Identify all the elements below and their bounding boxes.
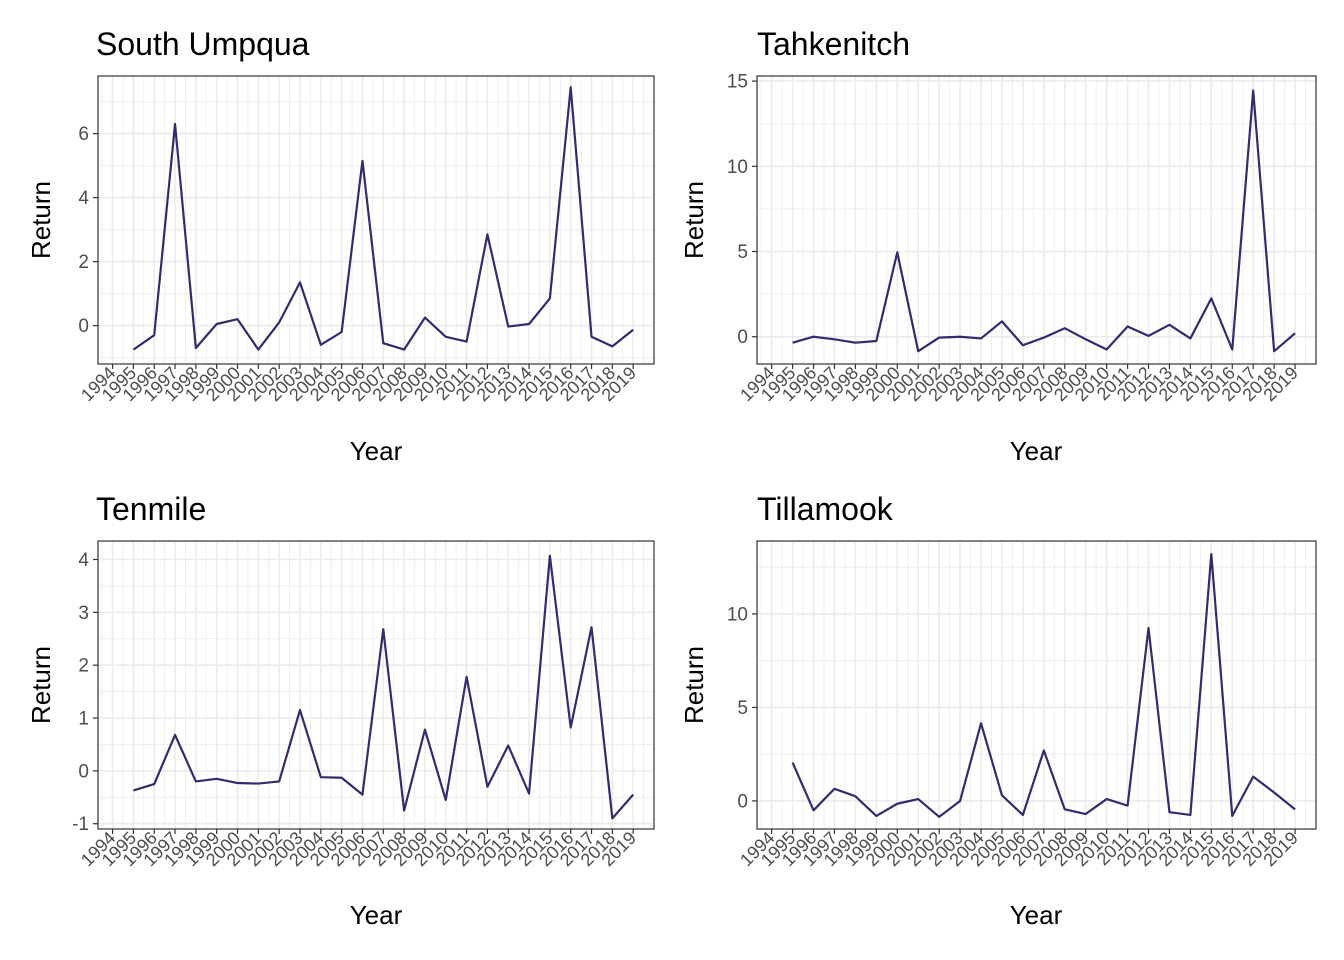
- y-tick-label: 6: [78, 124, 89, 145]
- grid: [757, 76, 1316, 364]
- panel-border: [97, 75, 655, 365]
- y-tick-label: 0: [737, 791, 748, 812]
- chart-title: Tillamook: [757, 491, 894, 527]
- chart-title: Tenmile: [96, 491, 206, 527]
- series-line: [132, 86, 634, 351]
- panel-border: [756, 540, 1317, 830]
- x-axis-title: Year: [1010, 436, 1063, 466]
- chart-panel-3: -101234199419951996199719981999200020012…: [26, 491, 655, 930]
- y-tick-label: 15: [727, 72, 748, 93]
- y-tick-label: 1: [78, 709, 89, 730]
- series-line: [792, 89, 1296, 353]
- panel-border: [97, 540, 655, 830]
- y-tick-label: 2: [78, 656, 89, 677]
- y-axis-title: Return: [26, 181, 56, 259]
- y-tick-label: 0: [737, 327, 748, 348]
- chart-title: Tahkenitch: [757, 26, 910, 62]
- y-tick-label: 5: [737, 242, 748, 263]
- y-tick-label: 10: [727, 604, 748, 625]
- chart-panel-1: 0246199419951996199719981999200020012002…: [26, 26, 655, 466]
- y-tick-label: 0: [78, 316, 89, 337]
- x-axis-title: Year: [350, 900, 403, 930]
- y-tick-label: 5: [737, 698, 748, 719]
- y-tick-label: 3: [78, 603, 89, 624]
- grid: [757, 541, 1316, 829]
- chart-panel-2: 0510151994199519961997199819992000200120…: [679, 26, 1317, 466]
- y-axis-title: Return: [679, 646, 709, 724]
- y-axis-title: Return: [26, 646, 56, 724]
- series-line: [133, 554, 635, 820]
- y-tick-label: -1: [72, 814, 89, 835]
- chart-title: South Umpqua: [96, 26, 310, 62]
- x-axis-title: Year: [1010, 900, 1063, 930]
- chart-panel-4: 0510199419951996199719981999200020012002…: [679, 491, 1317, 930]
- grid: [98, 76, 654, 364]
- x-axis-title: Year: [350, 436, 403, 466]
- y-tick-label: 2: [78, 252, 89, 273]
- panel-border: [756, 75, 1317, 365]
- y-axis-title: Return: [679, 181, 709, 259]
- y-tick-label: 10: [727, 157, 748, 178]
- y-tick-label: 4: [78, 188, 89, 209]
- y-tick-label: 4: [78, 550, 89, 571]
- y-tick-label: 0: [78, 761, 89, 782]
- series-line: [791, 552, 1296, 818]
